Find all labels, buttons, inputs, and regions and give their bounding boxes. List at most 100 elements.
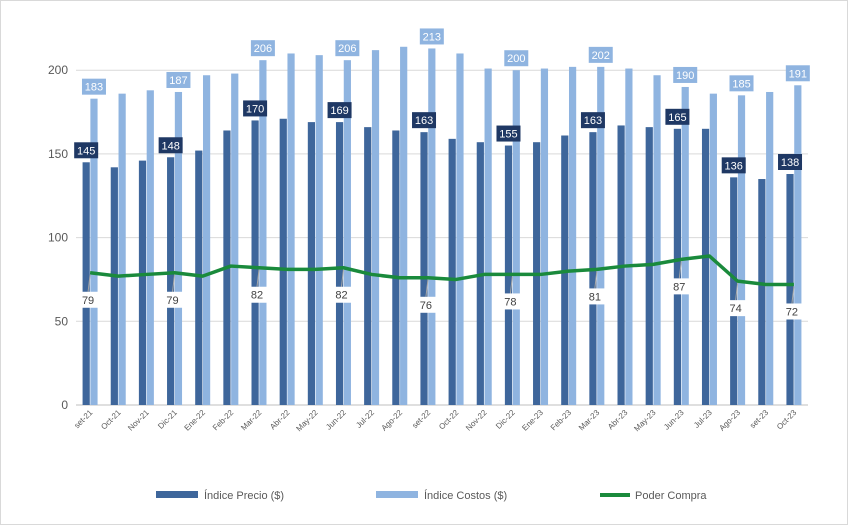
x-tick-label: Ago-23	[717, 408, 742, 433]
bar-indice-costos-jun-22	[343, 60, 351, 405]
data-label-precio-oct-23-box	[778, 154, 803, 170]
x-tick-label: Nov-22	[464, 408, 489, 433]
data-label-poder-dic-21-box	[162, 291, 183, 308]
legend-poder-compra-label: Poder Compra	[635, 490, 707, 502]
data-label-precio-set-22-box	[412, 112, 437, 129]
data-label-poder-set-22-text: 76	[420, 300, 432, 312]
data-label-costos-dic-22-text: 200	[507, 53, 525, 65]
data-label-costos-mar-22: 206	[250, 40, 275, 57]
data-label-poder-mar-22: 82	[247, 286, 267, 303]
data-label-costos-set-22-box	[419, 28, 444, 45]
data-label-costos-mar-22-box	[250, 40, 275, 57]
legend-poder-compra: Poder Compra	[600, 490, 707, 502]
data-label-precio-dic-21-box	[158, 137, 183, 154]
data-label-poder-set-21: 79	[78, 291, 99, 308]
data-label-costos-set-22: 213	[419, 28, 444, 45]
data-label-costos-oct-23-text: 191	[789, 68, 807, 80]
legend-indice-precio: Índice Precio ($)	[156, 489, 284, 502]
data-label-poder-dic-21: 79	[162, 291, 183, 308]
leader-line	[678, 261, 682, 279]
data-label-poder-dic-22: 78	[500, 293, 521, 310]
bar-indice-precio-jun-22	[335, 122, 344, 405]
x-tick-label: May-22	[294, 408, 320, 434]
bar-indice-costos-ene-22	[202, 75, 211, 405]
bar-indice-costos-ene-23	[540, 68, 549, 405]
bar-indice-costos-abr-23	[625, 68, 633, 405]
leader-line	[425, 279, 429, 297]
x-tick-label: May-23	[632, 408, 658, 434]
data-label-poder-mar-23-text: 81	[589, 291, 601, 303]
data-label-poder-jun-23-box	[669, 278, 690, 295]
bar-indice-costos-jun-23	[681, 86, 689, 406]
data-label-precio-ago-23-text: 136	[725, 160, 743, 172]
data-label-poder-oct-23-box	[781, 303, 802, 320]
data-label-precio-jun-23-box	[665, 108, 690, 125]
bar-indice-costos-feb-23	[568, 66, 577, 405]
leader-line	[340, 269, 344, 287]
data-label-precio-mar-22: 170	[243, 100, 268, 117]
bar-indice-costos-jul-22	[371, 50, 380, 406]
y-tick-label: 200	[48, 63, 68, 77]
x-tick-label: Feb-22	[211, 408, 236, 433]
x-tick-label: set-21	[72, 408, 94, 430]
data-label-poder-set-22-box	[415, 296, 436, 313]
data-label-costos-mar-22-text: 206	[254, 43, 272, 55]
bar-indice-precio-jul-22	[364, 127, 372, 405]
leader-line	[172, 274, 176, 292]
x-tick-label: Jun-22	[324, 408, 348, 432]
data-label-precio-mar-23: 163	[580, 112, 605, 129]
x-tick-label: Feb-23	[549, 408, 574, 433]
data-label-precio-jun-22: 169	[327, 102, 352, 119]
bar-indice-costos-abr-22	[287, 53, 295, 405]
data-label-poder-mar-23: 81	[584, 288, 605, 305]
bar-indice-precio-oct-22	[448, 138, 456, 405]
data-label-poder-oct-23-text: 72	[786, 306, 798, 318]
data-label-precio-dic-22-box	[496, 125, 521, 142]
bar-indice-precio-may-22	[307, 122, 316, 405]
legend-indice-costos: Índice Costos ($)	[376, 489, 507, 502]
data-label-precio-jun-23: 165	[665, 108, 690, 125]
data-label-poder-jun-22: 82	[331, 286, 352, 303]
leader-line	[87, 274, 91, 292]
data-label-precio-set-21-text: 145	[77, 145, 95, 157]
legend-indice-costos-label: Índice Costos ($)	[424, 489, 507, 502]
data-label-precio-oct-23: 138	[778, 154, 803, 170]
data-label-costos-dic-21-box	[166, 71, 191, 88]
x-tick-label: Jun-23	[662, 408, 686, 432]
data-label-precio-set-22: 163	[412, 112, 437, 129]
leader-line	[509, 276, 513, 294]
bar-indice-costos-dic-21	[174, 91, 183, 405]
legend-indice-precio-swatch	[156, 491, 198, 498]
data-label-poder-dic-22-text: 78	[504, 296, 516, 308]
data-label-costos-jun-22: 206	[335, 40, 360, 57]
bar-indice-precio-oct-23	[786, 174, 794, 405]
line-poder-compra	[89, 254, 794, 287]
bar-indice-costos-feb-22	[231, 73, 239, 405]
bar-indice-precio-nov-21	[138, 160, 147, 405]
bar-indice-precio-dic-21	[167, 157, 175, 405]
x-tick-label: Ene-22	[183, 408, 208, 433]
bar-indice-costos-oct-22	[456, 53, 464, 405]
leader-line	[791, 286, 795, 304]
bar-indice-precio-mar-22	[251, 120, 259, 405]
leader-line	[256, 269, 260, 287]
data-label-costos-dic-21: 187	[166, 71, 191, 88]
y-tick-label: 150	[48, 147, 68, 161]
data-label-costos-set-21: 183	[81, 78, 106, 95]
x-tick-label: Dic-21	[156, 408, 179, 431]
data-label-costos-jun-22-text: 206	[338, 43, 356, 55]
bar-indice-costos-set-21	[90, 98, 98, 405]
data-label-poder-set-21-text: 79	[82, 295, 94, 307]
data-label-costos-dic-22-box	[504, 50, 529, 67]
bar-indice-precio-set-21	[82, 162, 90, 405]
data-label-precio-set-21: 145	[74, 142, 99, 159]
data-label-costos-set-22-text: 213	[423, 31, 441, 43]
bar-indice-costos-set-23	[766, 91, 774, 405]
data-label-poder-dic-22-box	[500, 293, 521, 310]
data-label-precio-mar-23-box	[580, 112, 605, 129]
data-label-poder-mar-22-text: 82	[251, 290, 263, 302]
x-tick-label: Abr-23	[606, 408, 630, 432]
data-label-poder-ago-23-box	[725, 300, 746, 317]
x-tick-label: Mar-22	[239, 408, 264, 433]
bar-indice-precio-ago-23	[730, 177, 738, 405]
